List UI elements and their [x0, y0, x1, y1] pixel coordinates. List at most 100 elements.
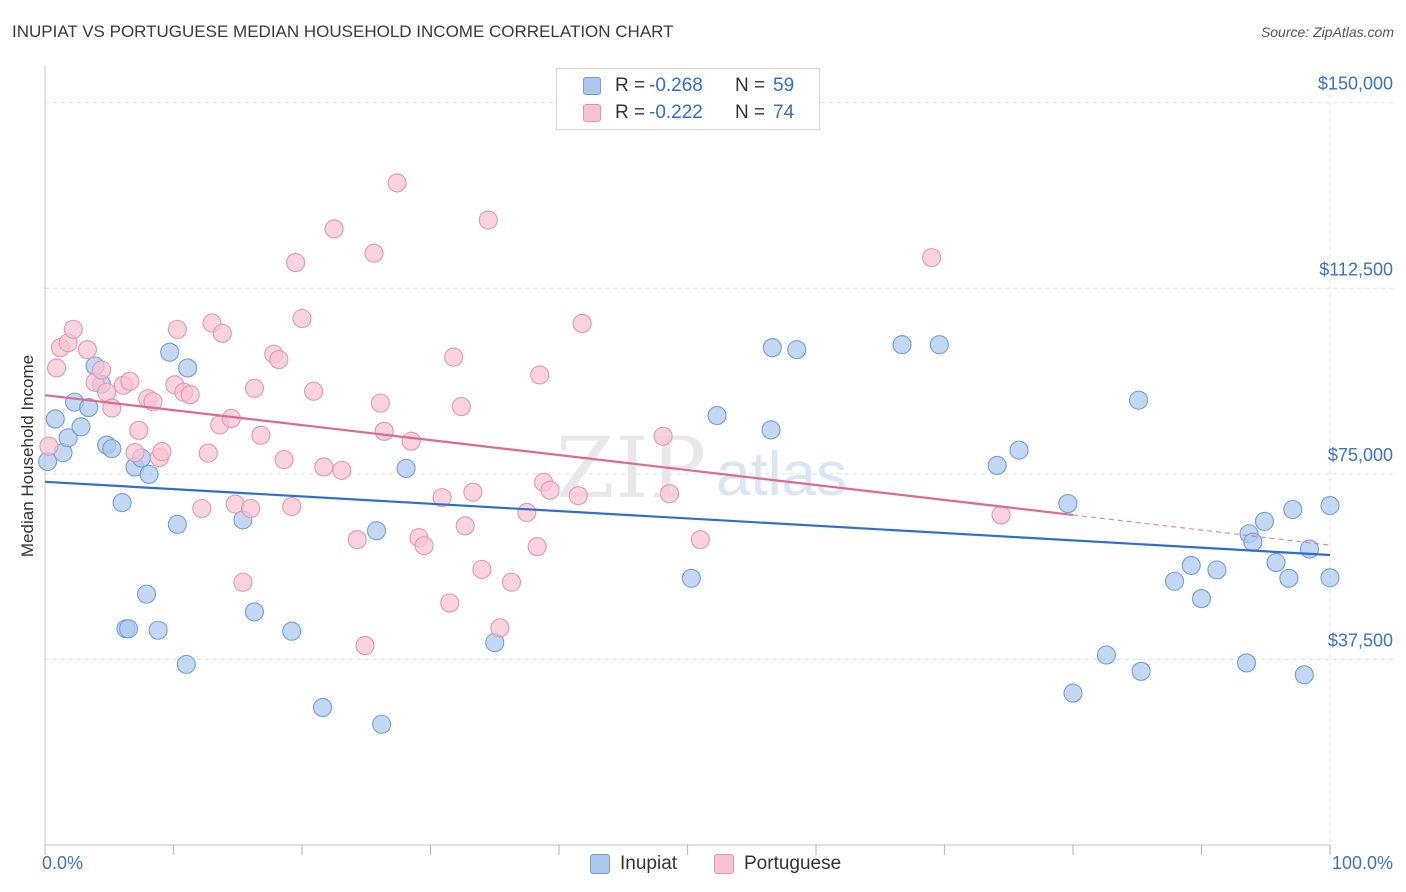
portuguese-point: [440, 593, 460, 613]
portuguese-point: [332, 460, 352, 480]
portuguese-point: [414, 536, 434, 556]
inupiat-trend-line: [44, 480, 1331, 557]
inupiat-point: [79, 398, 99, 418]
portuguese-point: [304, 381, 324, 401]
inupiat-point: [102, 439, 122, 459]
inupiat-point: [1009, 440, 1029, 460]
x-tick-label: 100.0%: [1332, 853, 1393, 873]
portuguese-point: [444, 347, 464, 367]
portuguese-point: [77, 340, 97, 360]
portuguese-point: [490, 618, 510, 638]
portuguese-swatch: [714, 854, 734, 874]
inupiat-point: [1164, 571, 1185, 591]
portuguese-point: [233, 572, 253, 592]
svg-text:atlas: atlas: [716, 440, 847, 509]
portuguese-point: [91, 360, 112, 380]
portuguese-point: [472, 559, 492, 579]
inupiat-point: [681, 568, 701, 588]
inupiat-point: [1191, 589, 1212, 609]
inupiat-point: [366, 521, 387, 541]
inupiat-point: [112, 493, 132, 513]
portuguese-point: [63, 319, 83, 339]
portuguese-point: [374, 421, 394, 441]
inupiat-point: [178, 358, 198, 378]
inupiat-point: [396, 458, 416, 478]
inupiat-point: [707, 405, 727, 426]
r-label: R =: [615, 102, 646, 123]
legend-label: Inupiat: [620, 853, 678, 874]
portuguese-point: [451, 397, 471, 417]
portuguese-point: [198, 443, 218, 463]
inupiat-point: [139, 464, 159, 484]
portuguese-point: [282, 496, 302, 517]
portuguese-point: [286, 253, 306, 273]
portuguese-point: [478, 210, 498, 230]
portuguese-point: [314, 457, 334, 477]
y-tick-label: $150,000: [1318, 74, 1393, 94]
portuguese-point: [455, 516, 475, 536]
y-tick-label: $112,500: [1319, 259, 1393, 279]
inupiat-point: [1236, 653, 1257, 673]
inupiat-point: [1181, 555, 1201, 575]
portuguese-point: [274, 449, 294, 470]
portuguese-point: [143, 392, 163, 412]
x-tick-label: 0.0%: [42, 853, 83, 873]
inupiat-point: [1207, 560, 1227, 580]
portuguese-point: [530, 365, 550, 385]
inupiat-point: [1058, 494, 1078, 514]
inupiat-swatch: [590, 854, 610, 874]
inupiat-point: [987, 455, 1007, 476]
inupiat-point: [1279, 568, 1299, 588]
r-value: -0.222: [649, 102, 703, 123]
portuguese-point: [653, 426, 673, 446]
inupiat-point: [45, 409, 65, 429]
portuguese-point: [292, 308, 312, 329]
portuguese-trend-extension: [1072, 514, 1331, 546]
portuguese-point: [120, 371, 140, 391]
portuguese-point: [432, 488, 452, 508]
portuguese-point: [192, 498, 212, 519]
inupiat-point: [1320, 495, 1340, 516]
inupiat-point: [313, 697, 333, 717]
zipatlas-watermark: ZIP atlas: [556, 419, 847, 517]
r-value: -0.268: [649, 75, 703, 96]
portuguese-point: [241, 498, 261, 519]
chart-title: INUPIAT VS PORTUGUESE MEDIAN HOUSEHOLD I…: [12, 22, 674, 41]
inupiat-point: [762, 338, 782, 358]
portuguese-point: [47, 358, 67, 378]
portuguese-point: [659, 484, 680, 504]
inupiat-point: [787, 340, 807, 360]
y-tick-label: $75,000: [1328, 445, 1393, 465]
source-label: Source: ZipAtlas.com: [1260, 24, 1394, 40]
inupiat-point: [176, 654, 196, 674]
inupiat-point: [1254, 511, 1275, 531]
portuguese-point: [370, 393, 390, 413]
axis-labels: $37,500 $75,000 $112,500 $150,000 0.0% 100.0%…: [18, 74, 1393, 873]
portuguese-swatch: [583, 104, 601, 122]
n-value: 59: [773, 75, 795, 96]
y-tick-label: $37,500: [1328, 630, 1393, 650]
inupiat-point: [136, 584, 157, 604]
inupiat-point: [282, 621, 302, 641]
portuguese-point: [347, 530, 367, 550]
inupiat-point: [1128, 390, 1149, 410]
portuguese-point: [991, 505, 1011, 525]
inupiat-point: [71, 417, 91, 437]
portuguese-point: [125, 443, 145, 463]
inupiat-point: [1320, 568, 1340, 588]
portuguese-point: [463, 482, 483, 502]
n-label: N =: [735, 75, 766, 96]
n-value: 74: [773, 102, 795, 123]
portuguese-point: [922, 248, 942, 268]
portuguese-point: [690, 530, 710, 550]
portuguese-point: [540, 480, 560, 500]
r-label: R =: [615, 75, 646, 96]
inupiat-point: [58, 428, 78, 448]
inupiat-swatch: [583, 77, 601, 95]
portuguese-point: [501, 572, 522, 592]
portuguese-point: [167, 319, 187, 339]
portuguese-point: [97, 382, 117, 402]
portuguese-point: [269, 350, 289, 370]
inupiat-point: [167, 514, 187, 534]
